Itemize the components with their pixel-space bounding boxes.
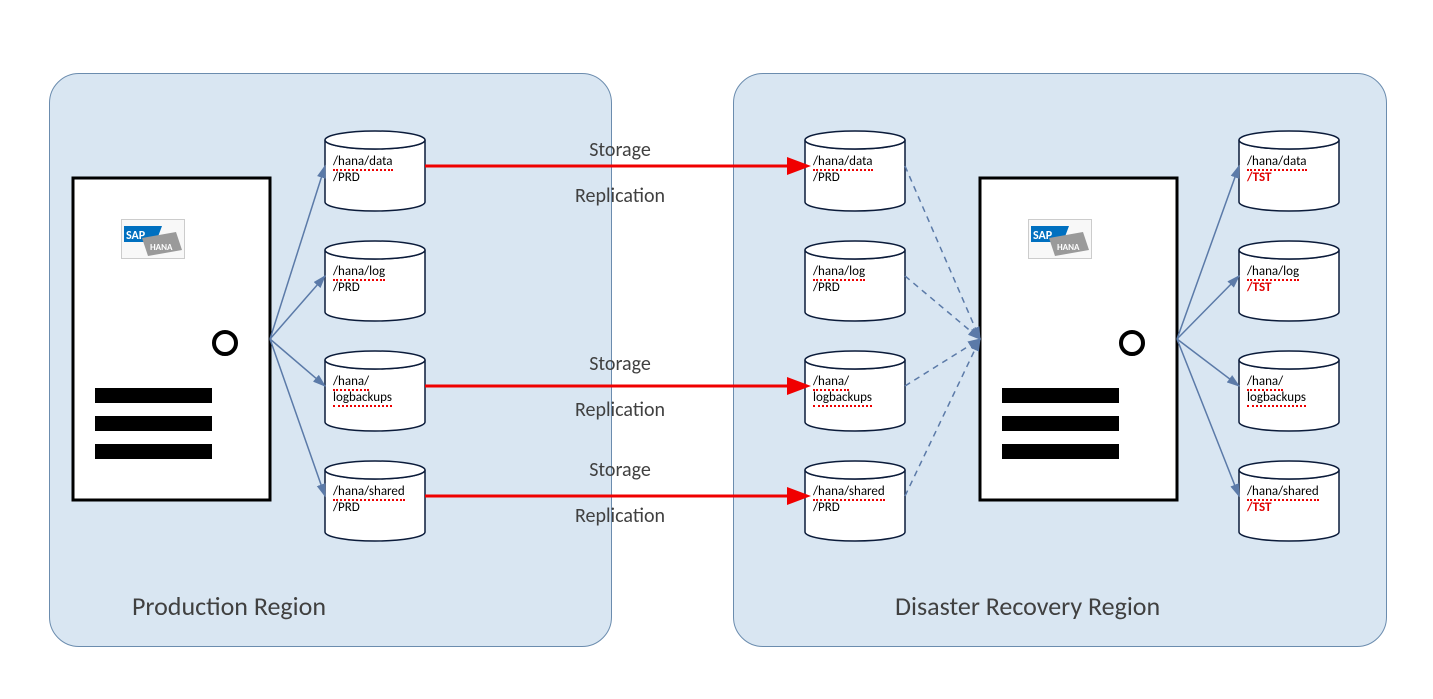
replication-label: StorageReplication [555, 138, 685, 208]
svg-text:SAP: SAP [1033, 229, 1053, 243]
svg-text:SAP: SAP [126, 229, 146, 243]
svg-text:HANA: HANA [150, 242, 173, 253]
svg-text:HANA: HANA [1057, 242, 1080, 253]
region-title-production: Production Region [132, 590, 326, 622]
region-dr [733, 73, 1387, 647]
sap-hana-logo: SAP HANA [121, 219, 185, 259]
region-title-dr: Disaster Recovery Region [895, 590, 1160, 622]
replication-label: StorageReplication [555, 458, 685, 528]
replication-label: StorageReplication [555, 352, 685, 422]
region-production [49, 73, 612, 647]
sap-hana-logo: SAP HANA [1028, 219, 1092, 259]
